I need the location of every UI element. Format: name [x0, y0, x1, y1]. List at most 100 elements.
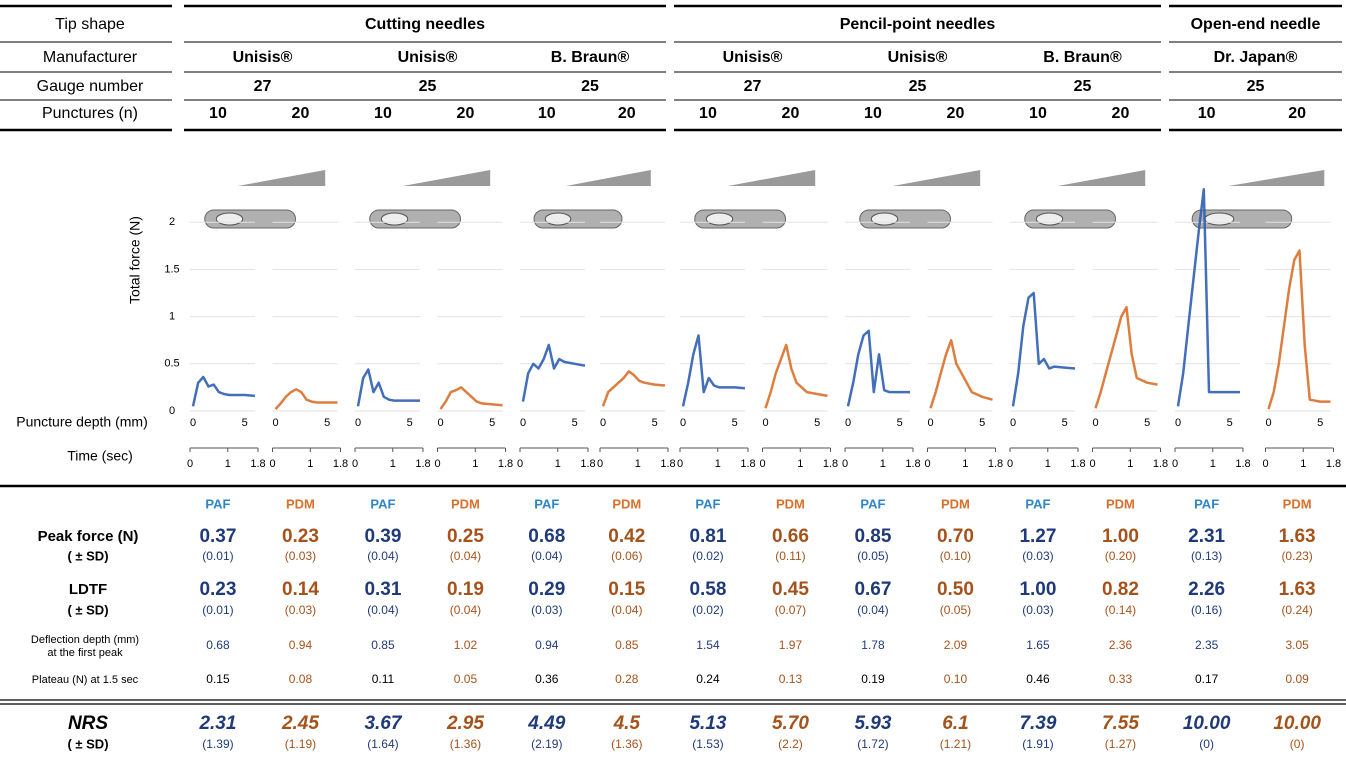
- plateau: 0.33: [1109, 672, 1133, 686]
- deflection: 1.54: [696, 638, 720, 652]
- nrs: 10.00: [1273, 713, 1321, 734]
- gauge: 25: [1074, 78, 1092, 95]
- x-tick-label: 5: [1062, 417, 1068, 429]
- ldtf-sd: (0.16): [1191, 603, 1222, 617]
- method: PDM: [286, 496, 315, 511]
- nrs-sd: (1.36): [450, 737, 481, 751]
- force-trace: [1011, 291, 1076, 407]
- peak-force: 1.00: [1102, 526, 1139, 547]
- peak-sd: (0.10): [940, 549, 971, 563]
- nrs-sd: (1.39): [202, 737, 233, 751]
- deflection: 0.68: [206, 638, 230, 652]
- ldtf: 0.67: [854, 579, 891, 600]
- nrs-sd: (0): [1290, 737, 1305, 751]
- deflection: 0.94: [289, 638, 313, 652]
- plateau: 0.46: [1026, 672, 1050, 686]
- row-label: Peak force (N): [38, 528, 139, 545]
- nrs-sd: (1.72): [857, 737, 888, 751]
- deflection: 0.85: [615, 638, 639, 652]
- peak-force: 0.37: [199, 526, 236, 547]
- row-label: Gauge number: [37, 78, 144, 95]
- force-trace: [929, 338, 993, 409]
- x-tick-label: 0: [1175, 417, 1181, 429]
- x2-tick-label: 1: [555, 458, 561, 470]
- plateau: 0.10: [944, 672, 968, 686]
- peak-sd: (0.03): [285, 549, 316, 563]
- y-axis-label: Total force (N): [127, 216, 143, 304]
- x-tick-label: 5: [407, 417, 413, 429]
- x2-tick-label: 0: [677, 458, 683, 470]
- x-tick-label: 5: [979, 417, 985, 429]
- x-tick-label: 5: [652, 417, 658, 429]
- method: PDM: [776, 496, 805, 511]
- nrs: 2.45: [281, 713, 319, 734]
- ldtf: 0.50: [937, 579, 974, 600]
- x2-tick-label: 1.8: [498, 458, 513, 470]
- peak-force: 0.70: [937, 526, 974, 547]
- nrs-sd: (1.27): [1105, 737, 1136, 751]
- x-tick-label: 0: [437, 417, 443, 429]
- plateau: 0.15: [206, 672, 230, 686]
- needle-eye: [870, 212, 899, 226]
- peak-force: 0.23: [282, 526, 319, 547]
- plateau: 0.28: [615, 672, 639, 686]
- nrs-sd: (1.53): [692, 737, 723, 751]
- gauge: 25: [581, 78, 599, 95]
- x2-tick-label: 1: [1045, 458, 1051, 470]
- nrs-sd: (0): [1199, 737, 1214, 751]
- x-tick-label: 5: [814, 417, 820, 429]
- ldtf: 0.15: [608, 579, 645, 600]
- method: PDM: [451, 496, 480, 511]
- x2-tick-label: 1: [715, 458, 721, 470]
- method: PDM: [941, 496, 970, 511]
- x2-tick-label: 1.8: [250, 458, 265, 470]
- nrs: 3.67: [364, 713, 402, 734]
- x2-tick-label: 0: [597, 458, 603, 470]
- peak-force: 1.63: [1279, 526, 1316, 547]
- ldtf-sd: (0.03): [531, 603, 562, 617]
- x2-tick-label: 1: [225, 458, 231, 470]
- ldtf-sd: (0.14): [1105, 603, 1136, 617]
- punctures: 10: [209, 105, 227, 122]
- gauge: 27: [744, 78, 762, 95]
- y-tick-label: 0: [169, 405, 175, 417]
- force-trace: [1267, 249, 1331, 410]
- row-label: Plateau (N) at 1.5 sec: [32, 674, 139, 686]
- ldtf-sd: (0.03): [285, 603, 316, 617]
- deflection: 1.78: [861, 638, 885, 652]
- nrs-sd: (2.2): [778, 737, 803, 751]
- ldtf-sd: (0.05): [940, 603, 971, 617]
- peak-sd: (0.04): [531, 549, 562, 563]
- ldtf-sd: (0.07): [775, 603, 806, 617]
- x-tick-label: 0: [1010, 417, 1016, 429]
- force-trace: [274, 388, 338, 410]
- row-label: ( ± SD): [67, 602, 108, 617]
- y-tick-label: 0.5: [164, 358, 179, 370]
- ldtf-sd: (0.02): [692, 603, 723, 617]
- deflection: 3.05: [1285, 638, 1309, 652]
- x2-tick-label: 1.8: [823, 458, 838, 470]
- nrs: 10.00: [1183, 713, 1231, 734]
- ldtf: 0.23: [199, 579, 236, 600]
- manufacturer: Unisis®: [398, 49, 458, 66]
- ldtf: 0.45: [772, 579, 809, 600]
- punctures: 20: [618, 105, 636, 122]
- x2-tick-label: 0: [517, 458, 523, 470]
- method: PAF: [534, 496, 559, 511]
- needle-eye: [1204, 212, 1235, 226]
- method: PDM: [1106, 496, 1135, 511]
- nrs: 6.1: [942, 713, 968, 734]
- x-tick-label: 5: [324, 417, 330, 429]
- deflection: 1.65: [1026, 638, 1050, 652]
- x-tick-label: 0: [520, 417, 526, 429]
- x-tick-label: 0: [845, 417, 851, 429]
- x2-tick-label: 1: [1300, 458, 1306, 470]
- x-tick-label: 0: [680, 417, 686, 429]
- deflection: 2.36: [1109, 638, 1133, 652]
- method: PAF: [860, 496, 885, 511]
- needle-side: [727, 170, 816, 186]
- row-label: Tip shape: [55, 16, 125, 33]
- row-label: ( ± SD): [67, 736, 108, 751]
- plateau: 0.36: [535, 672, 559, 686]
